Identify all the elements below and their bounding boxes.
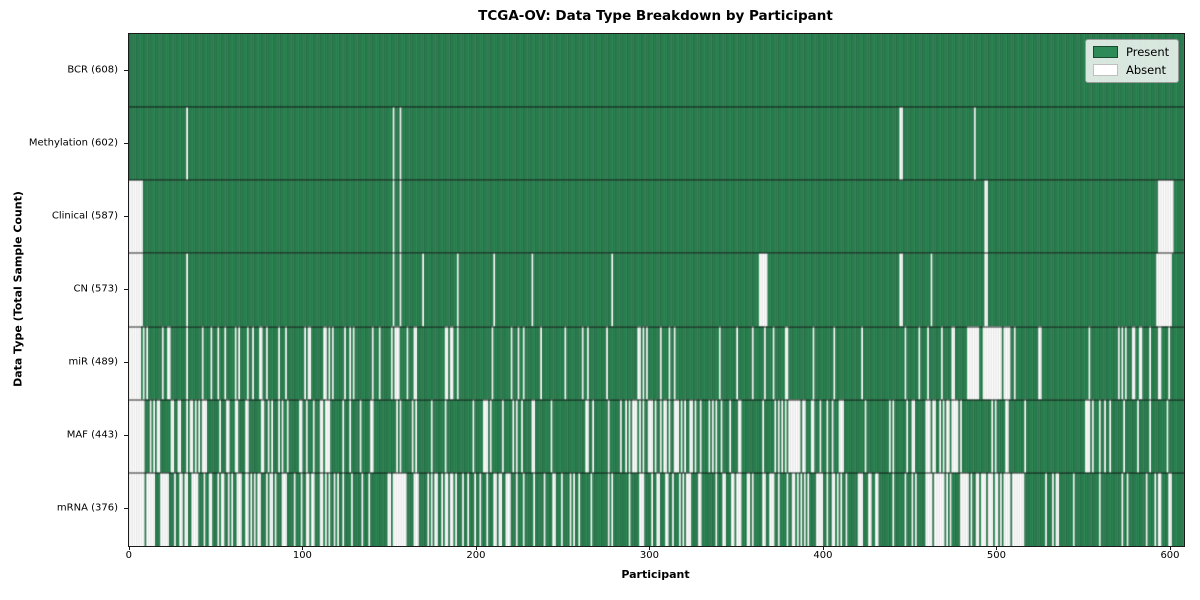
x-tick-label: 100 xyxy=(292,550,312,561)
y-tick-label-mrna: mRNA (376) xyxy=(56,502,118,514)
legend-entry-absent: Absent xyxy=(1093,63,1169,77)
x-tick-label: 400 xyxy=(813,550,833,561)
x-tick-mark xyxy=(1169,546,1171,550)
y-tick-mark xyxy=(124,289,128,290)
y-tick-mark xyxy=(124,508,128,510)
x-tick-mark xyxy=(822,546,824,550)
x-tick-label: 0 xyxy=(125,550,133,561)
plot-area xyxy=(128,33,1185,547)
y-tick-label-maf: MAF (443) xyxy=(66,429,118,441)
x-tick-label: 300 xyxy=(639,550,659,561)
absent-swatch-icon xyxy=(1093,64,1118,76)
y-tick-label-methylation: Methylation (602) xyxy=(28,137,118,149)
y-tick-label-clinical: Clinical (587) xyxy=(51,210,118,222)
y-axis-label: Data Type (Total Sample Count) xyxy=(11,191,25,387)
y-tick-mark xyxy=(124,69,128,71)
x-tick-mark xyxy=(302,546,304,550)
x-tick-mark xyxy=(475,546,477,550)
legend-entry-present: Present xyxy=(1093,45,1169,59)
x-tick-mark xyxy=(649,546,651,550)
legend: Present Absent xyxy=(1085,39,1180,83)
x-tick-label: 600 xyxy=(1160,550,1180,561)
x-tick-label: 200 xyxy=(466,550,486,561)
x-tick-mark xyxy=(996,546,998,550)
y-tick-label-cn: CN (573) xyxy=(73,283,118,295)
y-tick-label-bcr: BCR (608) xyxy=(67,64,118,76)
x-tick-label: 500 xyxy=(986,550,1006,561)
present-swatch-icon xyxy=(1093,46,1118,58)
y-tick-label-mir: miR (489) xyxy=(68,356,118,368)
y-tick-mark xyxy=(124,215,128,217)
y-tick-mark xyxy=(124,362,128,364)
y-tick-mark xyxy=(124,435,128,437)
y-tick-mark xyxy=(124,142,128,144)
legend-label-absent: Absent xyxy=(1126,63,1167,77)
x-axis-label: Participant xyxy=(621,568,690,581)
heatmap-canvas xyxy=(129,34,1184,546)
chart-title: TCGA-OV: Data Type Breakdown by Particip… xyxy=(478,8,833,24)
x-tick-mark xyxy=(128,546,130,550)
legend-label-present: Present xyxy=(1126,45,1170,59)
